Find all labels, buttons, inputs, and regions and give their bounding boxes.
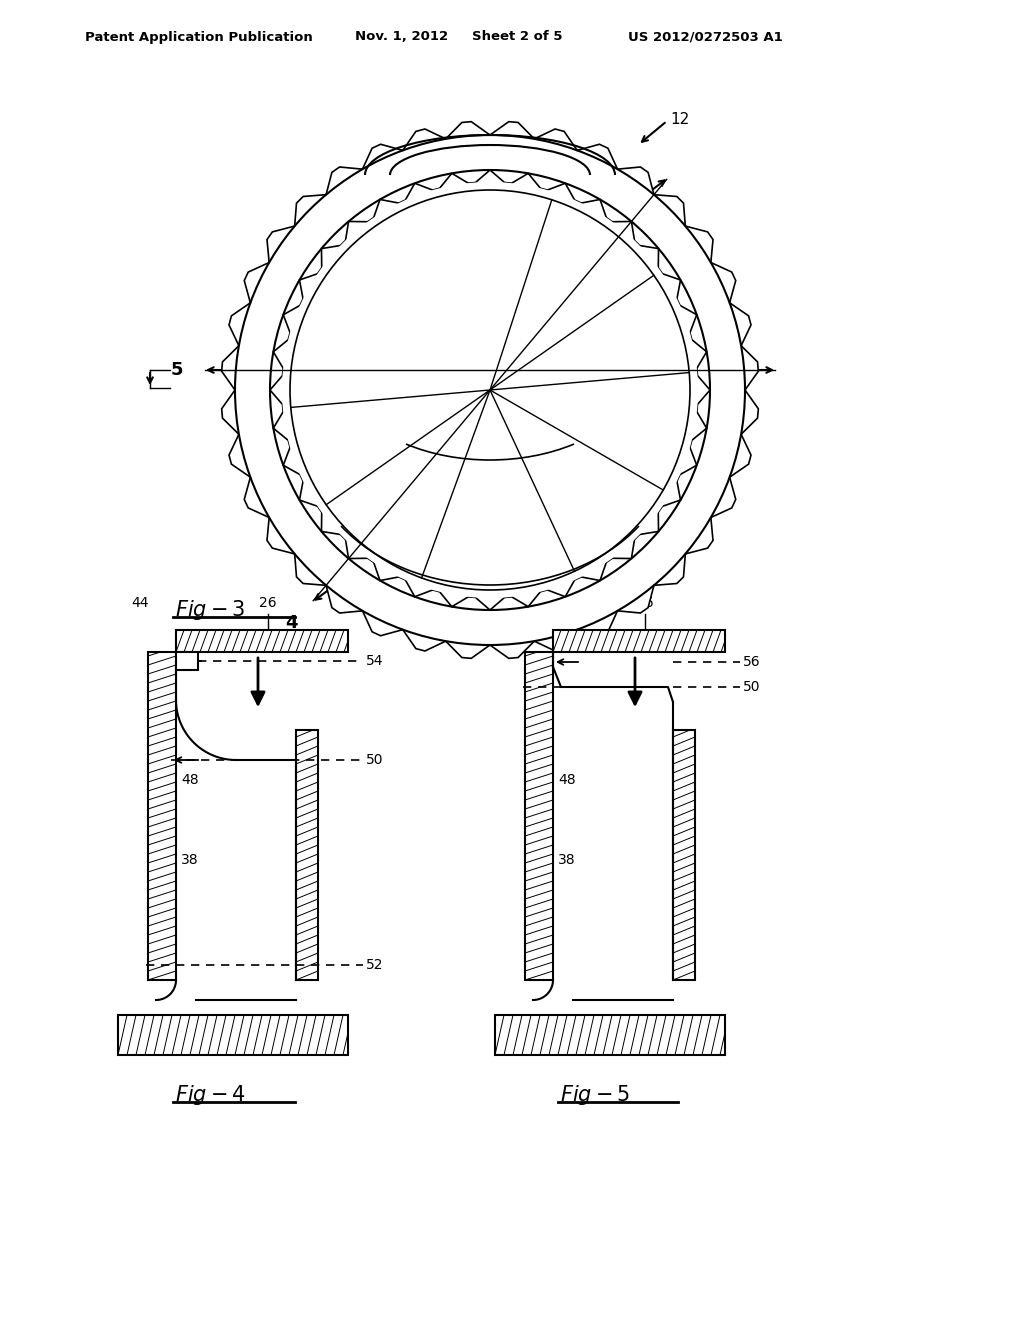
Polygon shape [176,630,348,652]
Polygon shape [118,1015,348,1055]
Text: 48: 48 [181,774,199,787]
Text: 26: 26 [636,597,653,610]
Text: $\mathit{Fig-7}$: $\mathit{Fig-7}$ [467,178,532,202]
Polygon shape [148,652,176,979]
Polygon shape [221,121,759,659]
Text: 50: 50 [366,752,384,767]
Text: $\mathit{Fig-4}$: $\mathit{Fig-4}$ [175,1082,246,1107]
Text: Nov. 1, 2012: Nov. 1, 2012 [355,30,449,44]
Polygon shape [495,1015,725,1055]
Polygon shape [270,170,710,610]
Circle shape [282,182,698,598]
Text: 48: 48 [558,774,575,787]
Text: 5: 5 [268,326,282,345]
Text: 56: 56 [569,363,587,378]
Text: 12: 12 [670,112,689,128]
Text: 44: 44 [508,597,525,610]
Text: 38: 38 [181,853,199,867]
Text: 38: 38 [558,853,575,867]
Polygon shape [553,630,725,652]
Text: 50: 50 [743,680,761,694]
Text: 52: 52 [366,958,384,972]
Text: 4: 4 [285,614,298,632]
Polygon shape [296,730,318,979]
Text: 40: 40 [416,503,434,517]
Text: 5: 5 [171,360,183,379]
Text: Patent Application Publication: Patent Application Publication [85,30,312,44]
Polygon shape [234,135,745,645]
Text: 56: 56 [743,655,761,669]
Text: 20: 20 [558,1023,575,1038]
Text: 20: 20 [181,1023,199,1038]
Text: $\mathit{Fig-5}$: $\mathit{Fig-5}$ [560,1082,630,1107]
Text: 50: 50 [416,257,434,272]
Text: 26: 26 [259,597,276,610]
Text: 52: 52 [461,323,479,337]
Polygon shape [673,730,695,979]
Text: $\mathit{Fig-3}$: $\mathit{Fig-3}$ [175,598,246,622]
Text: Sheet 2 of 5: Sheet 2 of 5 [472,30,562,44]
Polygon shape [176,652,198,671]
Text: 38: 38 [476,572,494,585]
Text: US 2012/0272503 A1: US 2012/0272503 A1 [628,30,782,44]
Text: 54: 54 [366,653,384,668]
Text: 44: 44 [131,597,148,610]
Text: 54: 54 [596,438,613,451]
Text: 46: 46 [622,308,639,322]
Polygon shape [525,652,553,979]
Text: 4: 4 [327,552,340,570]
